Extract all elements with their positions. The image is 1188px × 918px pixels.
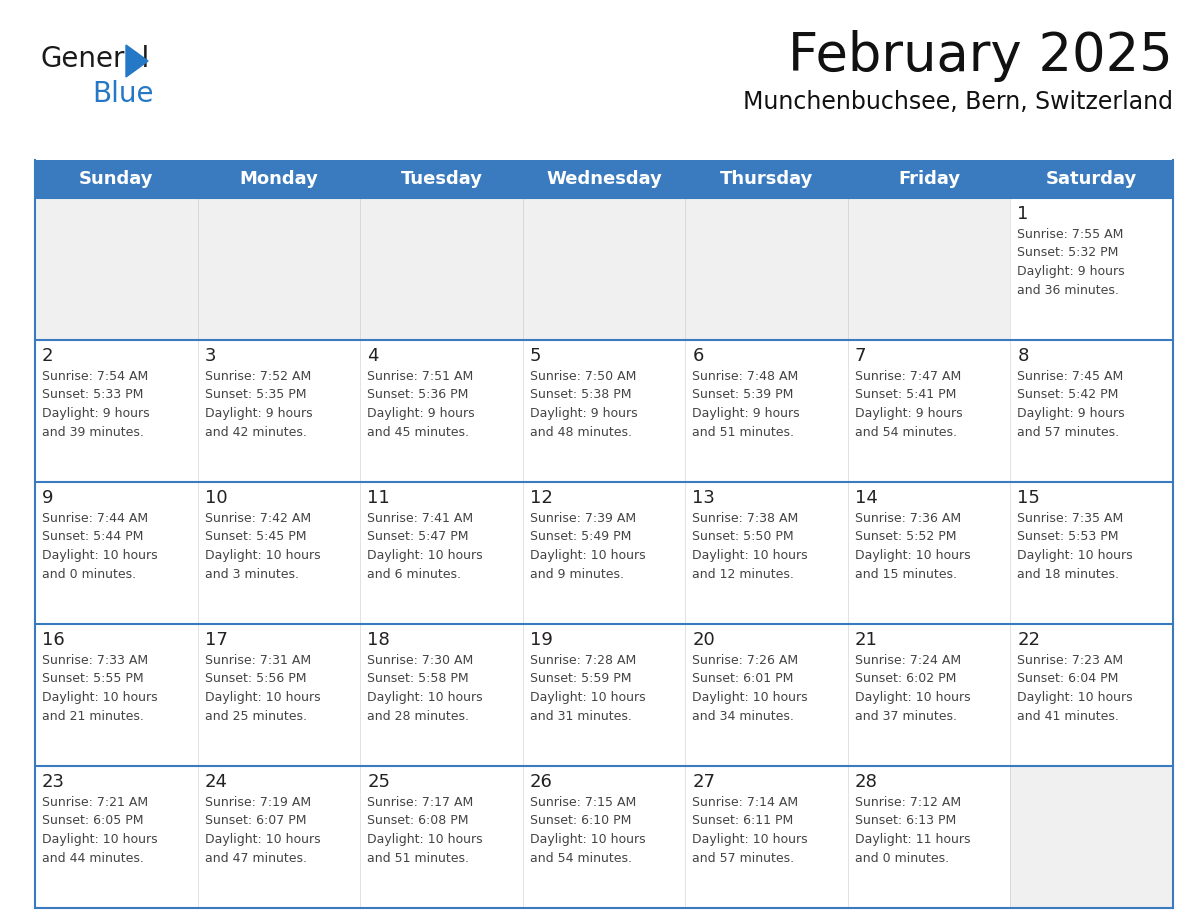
Text: Sunrise: 7:54 AM
Sunset: 5:33 PM
Daylight: 9 hours
and 39 minutes.: Sunrise: 7:54 AM Sunset: 5:33 PM Dayligh…: [42, 370, 150, 439]
Text: 22: 22: [1017, 631, 1041, 649]
Text: 3: 3: [204, 347, 216, 365]
Text: Thursday: Thursday: [720, 170, 814, 188]
Text: 10: 10: [204, 489, 227, 507]
Text: 19: 19: [530, 631, 552, 649]
Text: 5: 5: [530, 347, 542, 365]
Text: Sunrise: 7:50 AM
Sunset: 5:38 PM
Daylight: 9 hours
and 48 minutes.: Sunrise: 7:50 AM Sunset: 5:38 PM Dayligh…: [530, 370, 637, 439]
Text: 2: 2: [42, 347, 53, 365]
Bar: [34, 198, 1173, 340]
Text: 15: 15: [1017, 489, 1041, 507]
Text: 28: 28: [855, 773, 878, 791]
Text: Sunrise: 7:17 AM
Sunset: 6:08 PM
Daylight: 10 hours
and 51 minutes.: Sunrise: 7:17 AM Sunset: 6:08 PM Dayligh…: [367, 796, 482, 865]
Text: Sunrise: 7:31 AM
Sunset: 5:56 PM
Daylight: 10 hours
and 25 minutes.: Sunrise: 7:31 AM Sunset: 5:56 PM Dayligh…: [204, 654, 321, 722]
Text: Sunrise: 7:14 AM
Sunset: 6:11 PM
Daylight: 10 hours
and 57 minutes.: Sunrise: 7:14 AM Sunset: 6:11 PM Dayligh…: [693, 796, 808, 865]
Text: Monday: Monday: [240, 170, 318, 188]
Text: Sunrise: 7:42 AM
Sunset: 5:45 PM
Daylight: 10 hours
and 3 minutes.: Sunrise: 7:42 AM Sunset: 5:45 PM Dayligh…: [204, 512, 321, 580]
Text: Sunrise: 7:33 AM
Sunset: 5:55 PM
Daylight: 10 hours
and 21 minutes.: Sunrise: 7:33 AM Sunset: 5:55 PM Dayligh…: [42, 654, 158, 722]
Text: Sunrise: 7:41 AM
Sunset: 5:47 PM
Daylight: 10 hours
and 6 minutes.: Sunrise: 7:41 AM Sunset: 5:47 PM Dayligh…: [367, 512, 482, 580]
Text: 24: 24: [204, 773, 228, 791]
Text: Sunrise: 7:35 AM
Sunset: 5:53 PM
Daylight: 10 hours
and 18 minutes.: Sunrise: 7:35 AM Sunset: 5:53 PM Dayligh…: [1017, 512, 1133, 580]
Text: 13: 13: [693, 489, 715, 507]
Text: 7: 7: [855, 347, 866, 365]
Text: Sunrise: 7:19 AM
Sunset: 6:07 PM
Daylight: 10 hours
and 47 minutes.: Sunrise: 7:19 AM Sunset: 6:07 PM Dayligh…: [204, 796, 321, 865]
Text: 4: 4: [367, 347, 379, 365]
Text: 6: 6: [693, 347, 703, 365]
Text: Sunrise: 7:26 AM
Sunset: 6:01 PM
Daylight: 10 hours
and 34 minutes.: Sunrise: 7:26 AM Sunset: 6:01 PM Dayligh…: [693, 654, 808, 722]
Text: 20: 20: [693, 631, 715, 649]
Text: 27: 27: [693, 773, 715, 791]
Bar: [34, 198, 197, 340]
Text: 14: 14: [855, 489, 878, 507]
Bar: [34, 766, 1173, 908]
Text: Sunrise: 7:47 AM
Sunset: 5:41 PM
Daylight: 9 hours
and 54 minutes.: Sunrise: 7:47 AM Sunset: 5:41 PM Dayligh…: [855, 370, 962, 439]
Text: Sunrise: 7:36 AM
Sunset: 5:52 PM
Daylight: 10 hours
and 15 minutes.: Sunrise: 7:36 AM Sunset: 5:52 PM Dayligh…: [855, 512, 971, 580]
Text: 12: 12: [530, 489, 552, 507]
Bar: [197, 198, 360, 340]
Text: 11: 11: [367, 489, 390, 507]
Text: 21: 21: [855, 631, 878, 649]
Text: 17: 17: [204, 631, 227, 649]
Text: Sunrise: 7:51 AM
Sunset: 5:36 PM
Daylight: 9 hours
and 45 minutes.: Sunrise: 7:51 AM Sunset: 5:36 PM Dayligh…: [367, 370, 475, 439]
Text: 8: 8: [1017, 347, 1029, 365]
Text: 25: 25: [367, 773, 390, 791]
Bar: [1011, 766, 1173, 908]
Text: Sunrise: 7:48 AM
Sunset: 5:39 PM
Daylight: 9 hours
and 51 minutes.: Sunrise: 7:48 AM Sunset: 5:39 PM Dayligh…: [693, 370, 800, 439]
Text: Sunday: Sunday: [80, 170, 153, 188]
Text: 26: 26: [530, 773, 552, 791]
Text: Munchenbuchsee, Bern, Switzerland: Munchenbuchsee, Bern, Switzerland: [742, 90, 1173, 114]
Text: Saturday: Saturday: [1047, 170, 1137, 188]
Text: Sunrise: 7:21 AM
Sunset: 6:05 PM
Daylight: 10 hours
and 44 minutes.: Sunrise: 7:21 AM Sunset: 6:05 PM Dayligh…: [42, 796, 158, 865]
Text: Sunrise: 7:12 AM
Sunset: 6:13 PM
Daylight: 11 hours
and 0 minutes.: Sunrise: 7:12 AM Sunset: 6:13 PM Dayligh…: [855, 796, 971, 865]
Text: General: General: [40, 45, 150, 73]
Text: Sunrise: 7:30 AM
Sunset: 5:58 PM
Daylight: 10 hours
and 28 minutes.: Sunrise: 7:30 AM Sunset: 5:58 PM Dayligh…: [367, 654, 482, 722]
Text: Sunrise: 7:38 AM
Sunset: 5:50 PM
Daylight: 10 hours
and 12 minutes.: Sunrise: 7:38 AM Sunset: 5:50 PM Dayligh…: [693, 512, 808, 580]
Text: Sunrise: 7:24 AM
Sunset: 6:02 PM
Daylight: 10 hours
and 37 minutes.: Sunrise: 7:24 AM Sunset: 6:02 PM Dayligh…: [855, 654, 971, 722]
Text: 23: 23: [42, 773, 65, 791]
Bar: [360, 198, 523, 340]
Polygon shape: [126, 45, 148, 77]
Text: Sunrise: 7:55 AM
Sunset: 5:32 PM
Daylight: 9 hours
and 36 minutes.: Sunrise: 7:55 AM Sunset: 5:32 PM Dayligh…: [1017, 228, 1125, 297]
Text: Sunrise: 7:15 AM
Sunset: 6:10 PM
Daylight: 10 hours
and 54 minutes.: Sunrise: 7:15 AM Sunset: 6:10 PM Dayligh…: [530, 796, 645, 865]
Text: 9: 9: [42, 489, 53, 507]
Text: Blue: Blue: [91, 80, 153, 108]
Bar: [34, 160, 1173, 198]
Text: Sunrise: 7:39 AM
Sunset: 5:49 PM
Daylight: 10 hours
and 9 minutes.: Sunrise: 7:39 AM Sunset: 5:49 PM Dayligh…: [530, 512, 645, 580]
Text: Sunrise: 7:45 AM
Sunset: 5:42 PM
Daylight: 9 hours
and 57 minutes.: Sunrise: 7:45 AM Sunset: 5:42 PM Dayligh…: [1017, 370, 1125, 439]
Text: 18: 18: [367, 631, 390, 649]
Text: Sunrise: 7:52 AM
Sunset: 5:35 PM
Daylight: 9 hours
and 42 minutes.: Sunrise: 7:52 AM Sunset: 5:35 PM Dayligh…: [204, 370, 312, 439]
Bar: [523, 198, 685, 340]
Bar: [685, 198, 848, 340]
Bar: [34, 482, 1173, 624]
Text: Sunrise: 7:44 AM
Sunset: 5:44 PM
Daylight: 10 hours
and 0 minutes.: Sunrise: 7:44 AM Sunset: 5:44 PM Dayligh…: [42, 512, 158, 580]
Bar: [34, 624, 1173, 766]
Text: Tuesday: Tuesday: [400, 170, 482, 188]
Bar: [848, 198, 1011, 340]
Text: Sunrise: 7:23 AM
Sunset: 6:04 PM
Daylight: 10 hours
and 41 minutes.: Sunrise: 7:23 AM Sunset: 6:04 PM Dayligh…: [1017, 654, 1133, 722]
Text: Wednesday: Wednesday: [546, 170, 662, 188]
Text: Sunrise: 7:28 AM
Sunset: 5:59 PM
Daylight: 10 hours
and 31 minutes.: Sunrise: 7:28 AM Sunset: 5:59 PM Dayligh…: [530, 654, 645, 722]
Text: Friday: Friday: [898, 170, 960, 188]
Bar: [34, 340, 1173, 482]
Text: February 2025: February 2025: [789, 30, 1173, 82]
Text: 1: 1: [1017, 205, 1029, 223]
Text: 16: 16: [42, 631, 65, 649]
